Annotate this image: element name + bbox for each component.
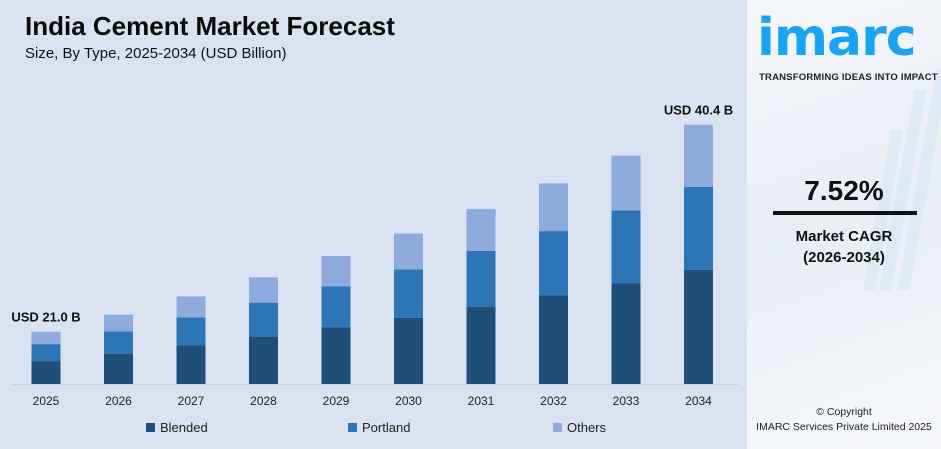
page-title: India Cement Market Forecast xyxy=(25,11,395,41)
cagr-label: Market CAGR (2026-2034) xyxy=(747,226,941,268)
bar-segment-portland-2030 xyxy=(394,269,423,318)
x-tick-label: 2029 xyxy=(323,394,350,408)
bar-segment-others-2034 xyxy=(684,124,713,187)
legend-item-portland: Portland xyxy=(348,420,410,435)
bar-segment-blended-2033 xyxy=(611,283,641,384)
bar-segment-portland-2031 xyxy=(466,250,496,307)
cagr-period: (2026-2034) xyxy=(803,249,885,266)
bar-segment-others-2026 xyxy=(104,314,133,332)
cagr-label-text: Market CAGR xyxy=(795,228,893,245)
legend-label: Blended xyxy=(160,420,208,435)
bar-segment-portland-2033 xyxy=(611,210,641,284)
bar-segment-blended-2027 xyxy=(176,345,206,384)
bar-segment-blended-2034 xyxy=(684,269,713,384)
x-tick-label: 2026 xyxy=(105,394,132,408)
company-text: IMARC Services Private Limited 2025 xyxy=(756,421,932,433)
total-label-2034: USD 40.4 B xyxy=(664,103,733,118)
bar-segment-portland-2025 xyxy=(31,344,61,362)
bar-segment-blended-2025 xyxy=(31,361,61,384)
bar-segment-portland-2027 xyxy=(176,317,206,346)
bar-segment-others-2028 xyxy=(249,277,278,303)
legend-swatch xyxy=(348,423,357,432)
copyright: © Copyright IMARC Services Private Limite… xyxy=(747,405,941,435)
bar-segment-others-2029 xyxy=(321,255,351,287)
legend-swatch xyxy=(146,423,155,432)
bar-segment-blended-2026 xyxy=(104,353,133,384)
divider xyxy=(773,211,917,215)
bar-segment-others-2030 xyxy=(394,233,423,270)
bar-segment-blended-2030 xyxy=(394,317,423,384)
x-tick-label: 2028 xyxy=(250,394,277,408)
x-tick-label: 2027 xyxy=(178,394,205,408)
bar-segment-portland-2028 xyxy=(249,302,278,337)
legend-item-blended: Blended xyxy=(146,420,208,435)
bar-segment-blended-2031 xyxy=(466,306,496,384)
copyright-text: © Copyright xyxy=(816,406,872,418)
x-tick-label: 2032 xyxy=(540,394,567,408)
x-tick-label: 2031 xyxy=(468,394,495,408)
x-tick-label: 2025 xyxy=(33,394,60,408)
bar-segment-others-2033 xyxy=(611,155,641,211)
bar-segment-blended-2032 xyxy=(539,295,568,384)
bar-segment-blended-2028 xyxy=(249,336,278,384)
bar-segment-others-2027 xyxy=(176,296,206,318)
legend-item-others: Others xyxy=(553,420,606,435)
bar-segment-others-2031 xyxy=(466,208,496,251)
x-tick-label: 2030 xyxy=(395,394,422,408)
bar-segment-portland-2034 xyxy=(684,186,713,270)
bar-segment-portland-2029 xyxy=(321,286,351,328)
legend-label: Portland xyxy=(362,420,411,435)
x-tick-label: 2033 xyxy=(613,394,640,408)
legend-swatch xyxy=(553,423,562,432)
bar-segment-blended-2029 xyxy=(321,327,351,384)
bar-segment-portland-2026 xyxy=(104,331,133,354)
bar-segment-portland-2032 xyxy=(539,231,568,296)
total-label-2025: USD 21.0 B xyxy=(11,310,80,325)
x-tick-label: 2034 xyxy=(685,394,712,408)
bar-segment-others-2032 xyxy=(539,183,568,232)
imarc-logo: imarc xyxy=(757,8,917,68)
legend-label: Others xyxy=(567,420,607,435)
sidebar-panel: imarc TRANSFORMING IDEAS INTO IMPACT 7.5… xyxy=(747,0,941,449)
stacked-bar-chart: 2025 USD 21.0 B 2026 2027 2028 2029 2030 2031 20… xyxy=(11,103,738,408)
tagline: TRANSFORMING IDEAS INTO IMPACT xyxy=(759,72,938,83)
page-subtitle: Size, By Type, 2025-2034 (USD Billion) xyxy=(25,45,287,62)
cagr-value: 7.52% xyxy=(804,175,884,206)
bar-segment-others-2025 xyxy=(31,331,61,345)
